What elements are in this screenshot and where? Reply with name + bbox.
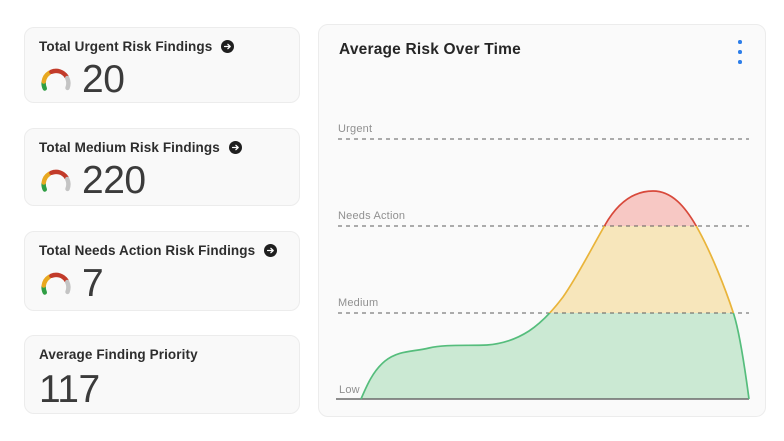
y-label-medium: Medium: [338, 297, 378, 309]
risk-line-low-segment: [360, 313, 750, 400]
arrow-right-circle-icon: [228, 141, 242, 154]
card-total-needs-action-risk-findings: Total Needs Action Risk Findings 7: [24, 231, 300, 311]
card-value: 20: [82, 58, 125, 101]
risk-area-low-band: [361, 313, 749, 399]
arrow-right-circle-icon: [221, 40, 235, 53]
drill-in-arrow-button[interactable]: [228, 141, 242, 154]
kebab-menu-icon[interactable]: [732, 38, 748, 66]
risk-area-medium-band: [549, 226, 734, 313]
risk-area-chart: Urgent Needs Action Medium Low: [336, 123, 750, 400]
card-total-medium-risk-findings: Total Medium Risk Findings 220: [24, 128, 300, 206]
average-risk-over-time-panel: Urgent Needs Action Medium Low Average R…: [318, 24, 766, 417]
gauge-icon: [41, 68, 71, 91]
card-title: Total Needs Action Risk Findings: [39, 243, 256, 258]
card-total-urgent-risk-findings: Total Urgent Risk Findings 20: [24, 27, 300, 103]
risk-line-medium-segment: [548, 226, 735, 313]
y-label-urgent: Urgent: [338, 123, 372, 135]
arrow-right-circle-icon: [264, 244, 278, 257]
y-label-needs-action: Needs Action: [338, 210, 405, 222]
card-value: 117: [39, 368, 100, 411]
card-title: Total Medium Risk Findings: [39, 140, 220, 155]
drill-in-arrow-button[interactable]: [264, 244, 278, 257]
card-average-finding-priority: Average Finding Priority 117: [24, 335, 300, 414]
card-title: Average Finding Priority: [39, 347, 198, 362]
card-value: 220: [82, 159, 146, 202]
card-value: 7: [82, 262, 104, 305]
kebab-dot: [738, 50, 742, 54]
y-label-low: Low: [339, 384, 360, 396]
chart-title: Average Risk Over Time: [339, 41, 521, 58]
kebab-dot: [738, 60, 742, 64]
kebab-dot: [738, 40, 742, 44]
gauge-icon: [41, 272, 71, 295]
card-title: Total Urgent Risk Findings: [39, 39, 213, 54]
gauge-icon: [41, 169, 71, 192]
drill-in-arrow-button[interactable]: [221, 40, 235, 53]
